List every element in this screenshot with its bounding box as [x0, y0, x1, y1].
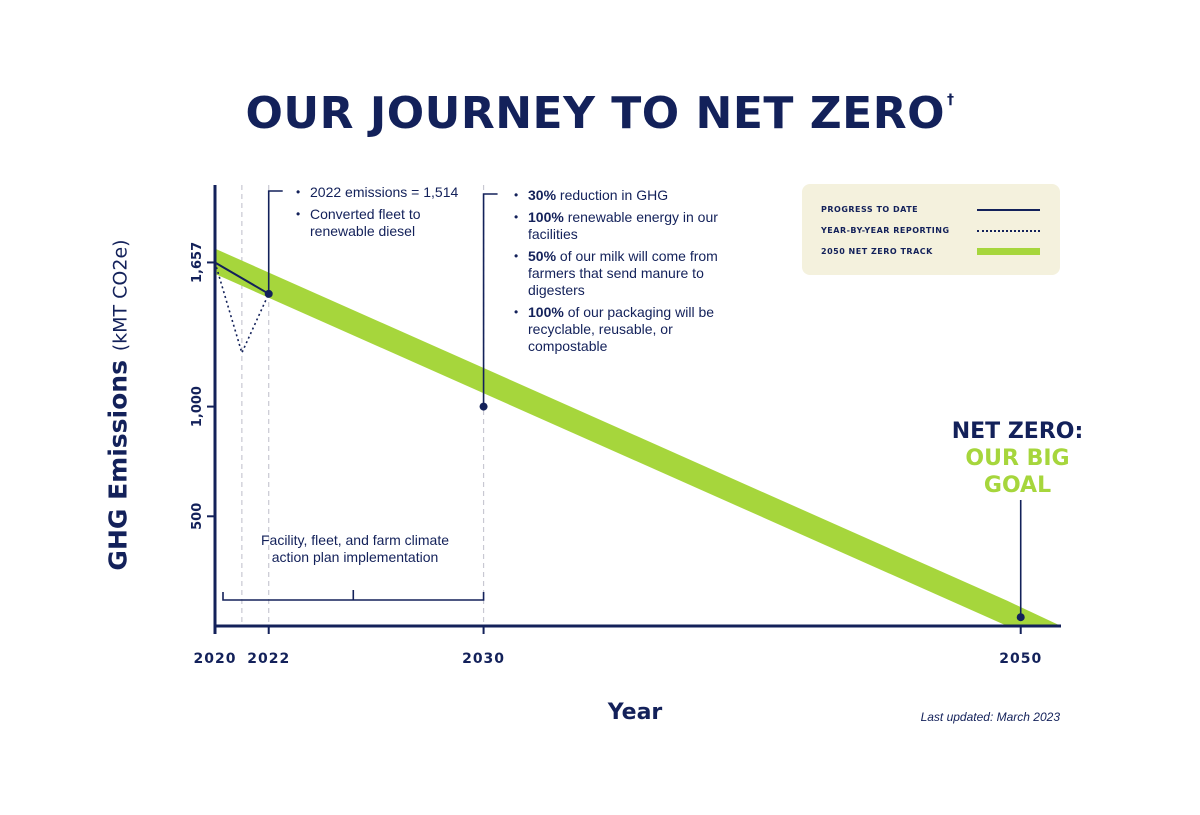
note-2030-item: 30% reduction in GHG — [514, 187, 744, 204]
note-text: of our milk will come from farmers that … — [528, 248, 718, 298]
note-2022-item: 2022 emissions = 1,514 — [296, 184, 486, 201]
y-tick-label: 1,000 — [190, 386, 205, 427]
x-tick-label: 2022 — [247, 651, 290, 667]
legend-label-progress: PROGRESS TO DATE — [821, 205, 919, 214]
y-tick-label: 1,657 — [190, 242, 205, 283]
net-zero-track-band — [215, 248, 1061, 626]
net-zero-goal: NET ZERO: OUR BIG GOAL — [930, 418, 1105, 499]
goal-line-2: OUR BIG — [965, 446, 1070, 471]
year-by-year-line — [214, 262, 270, 356]
note-2030-item: 100% renewable energy in our facilities — [514, 209, 744, 243]
legend-swatch-solid — [977, 209, 1040, 211]
last-updated: Last updated: March 2023 — [920, 710, 1060, 724]
note-bold: 30% — [528, 187, 557, 203]
goal-line-3: GOAL — [983, 473, 1052, 498]
y-axis-label-text: GHG Emissions — [103, 360, 133, 571]
x-tick-label: 2030 — [462, 651, 505, 667]
x-tick-label: 2020 — [194, 651, 237, 667]
progress-line — [214, 261, 270, 295]
data-point — [1016, 613, 1025, 622]
page-title: OUR JOURNEY TO NET ZERO † — [0, 88, 1200, 139]
y-axis-label: GHG Emissions (kMT CO2e) — [104, 239, 133, 570]
legend-label-track: 2050 NET ZERO TRACK — [821, 247, 933, 256]
note-2030: 30% reduction in GHG 100% renewable ener… — [514, 187, 744, 360]
note-2022-item: Converted fleet to renewable diesel — [296, 206, 486, 240]
note-text: reduction in GHG — [556, 187, 669, 203]
title-dagger: † — [946, 92, 955, 108]
goal-line-1: NET ZERO: — [951, 419, 1084, 444]
note-2030-item: 50% of our milk will come from farmers t… — [514, 248, 744, 299]
note-2030-item: 100% of our packaging will be recyclable… — [514, 304, 744, 355]
y-tick-label: 500 — [190, 503, 205, 530]
note-bold: 100% — [528, 304, 564, 320]
callout-2022-leader — [267, 190, 283, 294]
plan-label: Facility, fleet, and farm climate action… — [260, 532, 450, 565]
legend: PROGRESS TO DATE YEAR-BY-YEAR REPORTING … — [802, 184, 1060, 275]
note-bold: 50% — [528, 248, 557, 264]
data-point — [479, 402, 488, 411]
note-bold: 100% — [528, 209, 564, 225]
note-text: of our packaging will be recyclable, reu… — [528, 304, 715, 354]
x-axis-label: Year — [607, 700, 663, 725]
legend-swatch-dotted — [977, 230, 1040, 232]
legend-swatch-band — [977, 248, 1040, 255]
legend-label-reporting: YEAR-BY-YEAR REPORTING — [821, 226, 950, 235]
note-text: renewable energy in our facilities — [528, 209, 718, 242]
title-text: OUR JOURNEY TO NET ZERO — [245, 88, 945, 139]
y-axis-unit: (kMT CO2e) — [109, 239, 132, 352]
note-2022: 2022 emissions = 1,514 Converted fleet t… — [296, 184, 486, 245]
data-point — [264, 289, 273, 298]
x-tick-label: 2050 — [999, 651, 1042, 667]
